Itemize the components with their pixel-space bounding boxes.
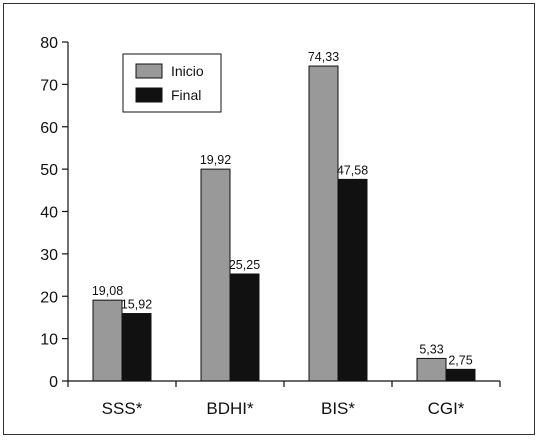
data-label: 15,92 [121, 298, 152, 312]
x-ticks-group: SSS* BDHI* BIS* CGI* [67, 381, 501, 418]
legend-label-final: Final [171, 87, 201, 103]
legend-swatch-inicio [135, 63, 163, 79]
data-label: 2,75 [448, 353, 472, 367]
y-tick-label: 20 [40, 289, 58, 306]
bar-inicio [308, 65, 339, 382]
bar-inicio [92, 299, 123, 382]
data-label: 25,25 [229, 258, 260, 272]
x-category-label: BIS* [321, 399, 355, 418]
data-label: 5,33 [419, 342, 443, 356]
y-tick-label: 10 [40, 332, 58, 349]
x-category-label: CGI* [428, 399, 465, 418]
y-tick-label: 40 [40, 205, 58, 222]
bar-final [121, 313, 152, 382]
bar-final [229, 273, 260, 382]
bar-final [337, 178, 368, 382]
y-tick-label: 50 [40, 162, 58, 179]
legend-swatch-final [135, 87, 163, 103]
y-ticks-group: 0 10 20 30 40 50 60 70 80 [40, 35, 68, 391]
data-label: 19,08 [92, 284, 123, 298]
y-tick-label: 70 [40, 77, 58, 94]
data-label: 74,33 [308, 50, 339, 64]
y-tick-label: 60 [40, 120, 58, 137]
y-tick-label: 80 [40, 35, 58, 52]
bar-inicio [200, 168, 231, 382]
bar-inicio [416, 357, 447, 382]
data-label: 19,92 [200, 153, 231, 167]
x-category-label: BDHI* [206, 399, 254, 418]
bars-group [92, 65, 476, 382]
data-label: 47,58 [337, 163, 368, 177]
x-category-label: SSS* [102, 399, 143, 418]
y-tick-label: 30 [40, 247, 58, 264]
y-tick-label: 0 [49, 374, 58, 391]
bar-final [445, 368, 476, 382]
legend-label-inicio: Inicio [171, 63, 204, 79]
legend: Inicio Final [122, 53, 222, 113]
